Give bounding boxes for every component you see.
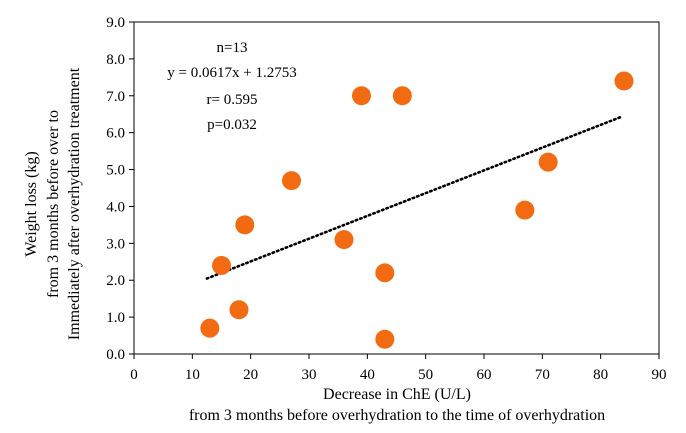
- plot-area: [133, 21, 660, 355]
- annotation-equation: y = 0.0617x + 1.2753: [167, 65, 296, 81]
- data-point: [235, 215, 255, 235]
- data-point: [375, 329, 395, 349]
- x-tick-label: 60: [477, 367, 492, 383]
- x-tick-label: 40: [360, 367, 375, 383]
- y-tick-label: 4.0: [106, 199, 125, 215]
- plot-border: [133, 21, 660, 355]
- x-tick-label: 30: [302, 367, 317, 383]
- data-points: [200, 71, 634, 349]
- annotation-r: r= 0.595: [207, 92, 258, 108]
- data-point: [229, 300, 249, 320]
- trendline: [205, 115, 624, 280]
- x-tick-label: 80: [593, 367, 608, 383]
- annotation-n: n=13: [217, 40, 248, 56]
- x-tick-label: 50: [418, 367, 433, 383]
- y-tick-label: 8.0: [106, 52, 125, 68]
- y-axis-ticks: 0.0 1.0 2.0 3.0 4.0 5.0 6.0 7.0 8.0 9.0: [106, 15, 134, 363]
- x-tick-label: 20: [243, 367, 258, 383]
- data-point: [334, 230, 354, 250]
- x-axis-sublabel: from 3 months before overhydration to th…: [189, 407, 605, 424]
- y-tick-label: 6.0: [106, 126, 125, 142]
- data-point: [200, 318, 220, 338]
- y-tick-label: 5.0: [106, 163, 125, 179]
- data-point: [614, 71, 634, 91]
- y-tick-label: 0.0: [106, 347, 125, 363]
- y-tick-label: 2.0: [106, 273, 125, 289]
- y-tick-label: 9.0: [106, 15, 125, 31]
- x-axis-ticks: 0 10 20 30 40 50 60 70 80 90: [130, 354, 667, 383]
- x-tick-label: 10: [185, 367, 200, 383]
- data-point: [212, 255, 231, 275]
- data-point: [515, 200, 535, 220]
- y-axis-label-line2: from 3 months before over to: [45, 110, 62, 298]
- y-tick-label: 3.0: [106, 236, 125, 252]
- data-point: [375, 263, 395, 283]
- y-axis-label-line1: Weight loss (kg): [23, 151, 40, 256]
- annotation-p: p=0.032: [207, 117, 257, 133]
- x-tick-label: 90: [652, 367, 667, 383]
- x-tick-label: 70: [535, 367, 550, 383]
- y-axis-label-line3: Immediately after overhydration treatmen…: [66, 67, 83, 340]
- data-point: [538, 152, 558, 172]
- data-point: [352, 86, 371, 106]
- trendline-path: [205, 115, 624, 280]
- data-point: [282, 171, 301, 191]
- x-tick-label: 0: [130, 367, 138, 383]
- y-tick-label: 1.0: [106, 310, 125, 326]
- data-point: [392, 86, 412, 106]
- y-tick-label: 7.0: [106, 89, 125, 105]
- x-axis-label: Decrease in ChE (U/L): [323, 386, 471, 403]
